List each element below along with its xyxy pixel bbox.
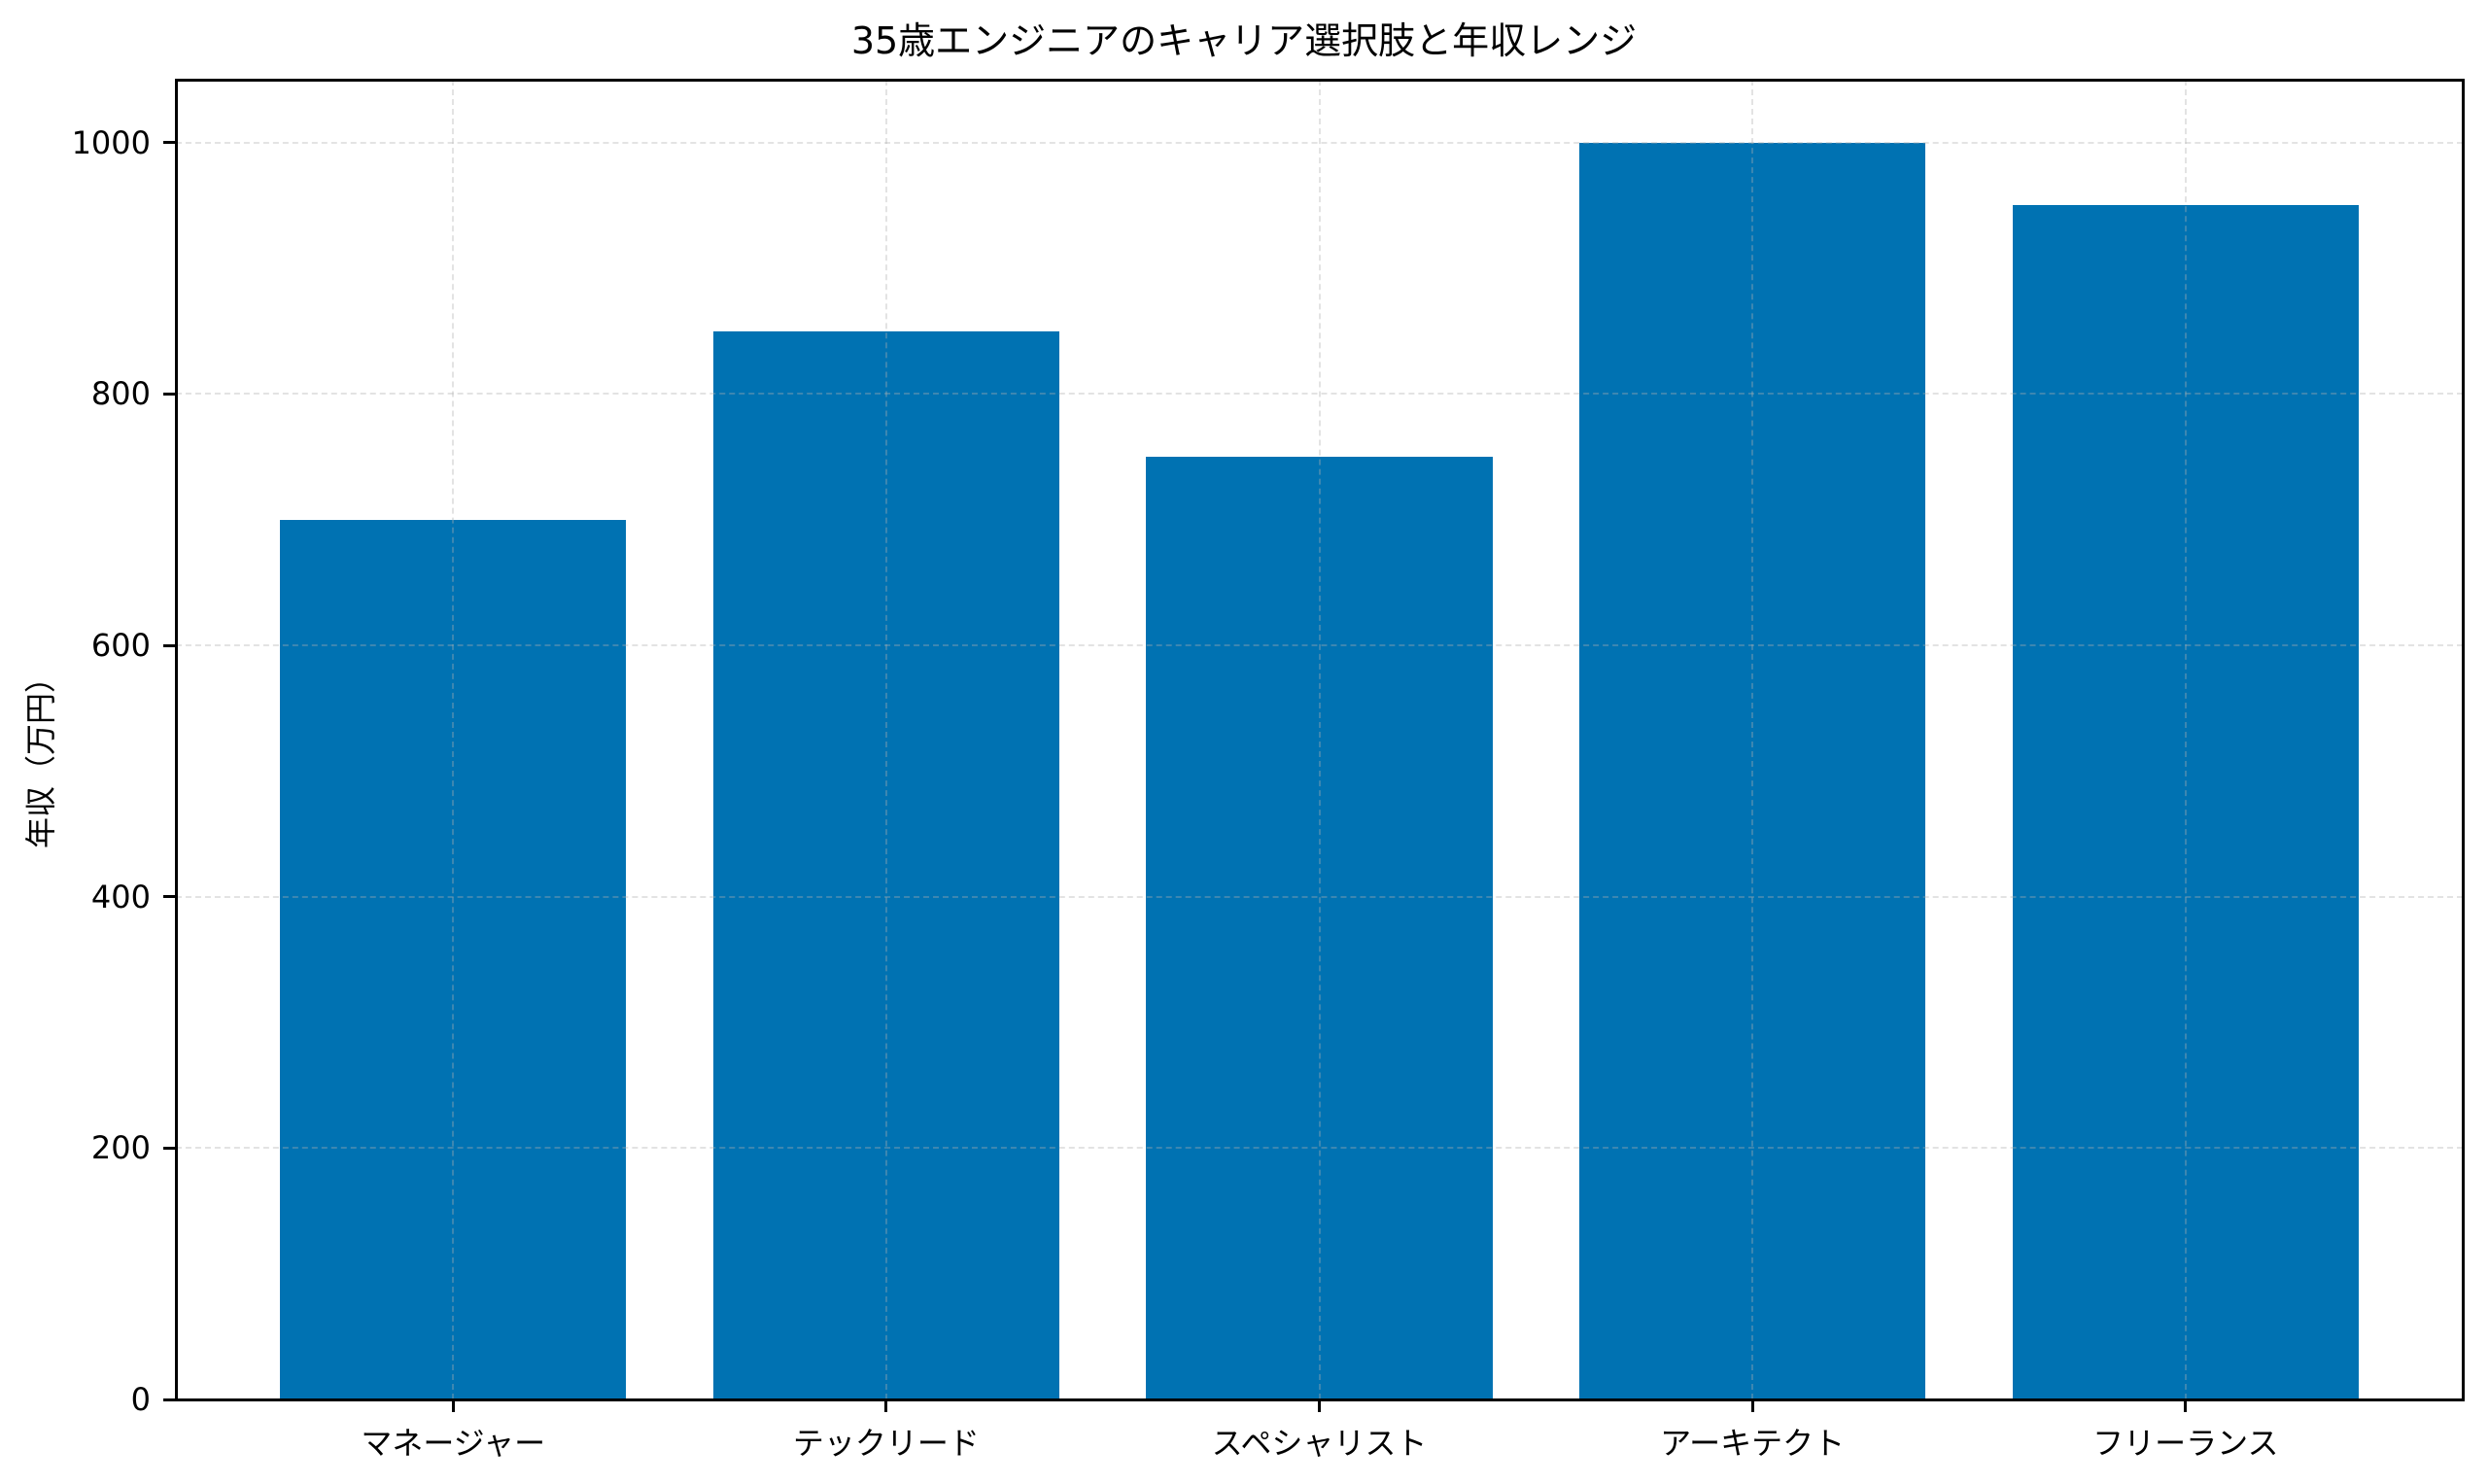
x-tick-label: マネージャー <box>361 1425 546 1462</box>
x-gridline <box>884 80 887 1399</box>
x-gridline <box>452 80 455 1399</box>
y-tick-label: 0 <box>130 1381 151 1418</box>
y-tick-label: 400 <box>90 878 151 915</box>
bar-4 <box>1578 142 1926 1399</box>
x-gridline <box>1318 80 1321 1399</box>
bar-5 <box>2012 205 2360 1399</box>
x-tick-mark <box>1750 1399 1754 1412</box>
y-gridline <box>176 1147 2463 1150</box>
y-tick-mark <box>163 392 175 396</box>
y-tick-label: 600 <box>90 627 151 664</box>
x-gridline <box>2184 80 2187 1399</box>
bar-2 <box>712 330 1060 1399</box>
y-tick-mark <box>163 1146 175 1150</box>
x-tick-mark <box>451 1399 455 1412</box>
x-gridline <box>1751 80 1754 1399</box>
y-gridline <box>176 644 2463 646</box>
x-tick-mark <box>884 1399 888 1412</box>
x-tick-label: テックリード <box>792 1425 980 1462</box>
y-tick-mark <box>163 141 175 145</box>
x-tick-label: フリーランス <box>2092 1425 2279 1462</box>
x-tick-mark <box>1318 1399 1321 1412</box>
bar-3 <box>1146 457 1493 1399</box>
bar-1 <box>279 519 627 1399</box>
plot-area: マネージャー テックリード スペシャリスト アーキテクト フリーランス 0 200 400 60… <box>72 78 2465 1462</box>
y-gridline <box>176 895 2463 898</box>
y-tick-label: 200 <box>90 1129 151 1167</box>
chart-title: 35歳エンジニアのキャリア選択肢と年収レンジ <box>850 19 1638 62</box>
x-tick-mark <box>2184 1399 2188 1412</box>
y-tick-label: 800 <box>90 375 151 413</box>
y-axis-label: 年収（万円） <box>22 661 59 849</box>
y-gridline <box>176 393 2463 396</box>
y-gridline <box>176 141 2463 144</box>
y-tick-mark <box>163 895 175 899</box>
y-tick-mark <box>163 643 175 647</box>
y-tick-label: 1000 <box>71 123 151 161</box>
x-tick-label: アーキテクト <box>1660 1425 1846 1462</box>
x-tick-label: スペシャリスト <box>1211 1425 1428 1462</box>
y-tick-mark <box>163 1398 175 1401</box>
